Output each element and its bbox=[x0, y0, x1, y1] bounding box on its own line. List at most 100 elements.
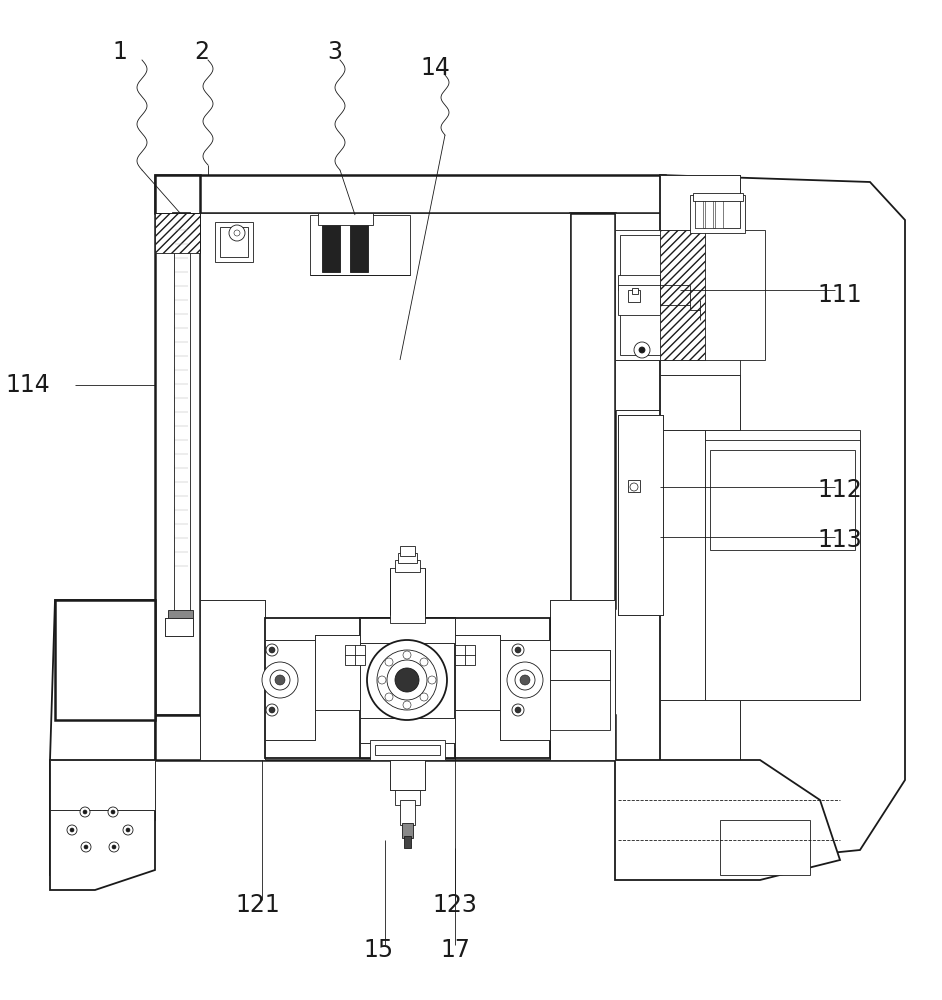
Bar bbox=[310, 215, 410, 275]
Bar bbox=[395, 560, 420, 572]
Bar bbox=[620, 235, 690, 355]
Circle shape bbox=[520, 675, 530, 685]
Bar bbox=[400, 800, 415, 825]
Bar bbox=[175, 325, 188, 332]
Bar bbox=[375, 745, 440, 755]
Bar bbox=[170, 215, 192, 227]
Circle shape bbox=[515, 670, 535, 690]
Circle shape bbox=[67, 825, 77, 835]
Bar bbox=[360, 618, 455, 643]
Bar bbox=[615, 230, 765, 360]
Bar bbox=[175, 311, 188, 318]
Bar bbox=[175, 367, 188, 374]
Circle shape bbox=[262, 662, 298, 698]
Bar bbox=[500, 640, 550, 740]
Bar bbox=[175, 353, 188, 360]
Bar bbox=[175, 451, 188, 458]
Bar bbox=[315, 635, 360, 710]
Bar bbox=[155, 715, 615, 760]
Bar bbox=[550, 600, 615, 760]
Circle shape bbox=[639, 347, 645, 353]
Polygon shape bbox=[615, 760, 840, 880]
Bar bbox=[175, 437, 188, 444]
Circle shape bbox=[378, 676, 386, 684]
Bar bbox=[400, 546, 415, 556]
Bar bbox=[215, 222, 253, 262]
Bar bbox=[550, 650, 610, 680]
Circle shape bbox=[377, 650, 437, 710]
Bar bbox=[322, 222, 340, 272]
Bar bbox=[705, 200, 713, 228]
Bar bbox=[660, 375, 740, 430]
Bar bbox=[660, 430, 705, 700]
Bar bbox=[390, 760, 425, 790]
Bar bbox=[395, 755, 420, 805]
Bar bbox=[628, 480, 640, 492]
Bar bbox=[695, 200, 740, 228]
Circle shape bbox=[403, 701, 411, 709]
Bar bbox=[660, 700, 740, 760]
Bar bbox=[618, 415, 663, 615]
Bar bbox=[175, 535, 188, 542]
Bar bbox=[155, 175, 200, 715]
Circle shape bbox=[269, 647, 275, 653]
Text: 15: 15 bbox=[363, 938, 393, 962]
Bar bbox=[175, 241, 188, 248]
Bar bbox=[200, 600, 265, 760]
Bar bbox=[55, 600, 155, 720]
Polygon shape bbox=[660, 175, 905, 860]
Bar bbox=[660, 175, 740, 230]
Text: 113: 113 bbox=[818, 528, 862, 552]
Circle shape bbox=[512, 704, 524, 716]
Bar bbox=[550, 650, 610, 680]
Text: 2: 2 bbox=[194, 40, 209, 64]
Circle shape bbox=[109, 842, 119, 852]
Text: 14: 14 bbox=[420, 56, 450, 80]
Bar bbox=[155, 715, 615, 760]
Circle shape bbox=[234, 230, 240, 236]
Bar bbox=[628, 290, 640, 302]
Bar bbox=[265, 618, 550, 758]
Circle shape bbox=[229, 225, 245, 241]
Circle shape bbox=[266, 644, 278, 656]
Bar bbox=[360, 618, 455, 643]
Circle shape bbox=[81, 842, 91, 852]
Bar bbox=[705, 440, 860, 700]
Bar bbox=[615, 213, 660, 263]
Bar bbox=[175, 549, 188, 556]
Bar bbox=[175, 297, 188, 304]
Circle shape bbox=[266, 704, 278, 716]
Circle shape bbox=[385, 693, 393, 701]
Circle shape bbox=[634, 342, 650, 358]
Bar bbox=[550, 650, 610, 730]
Bar bbox=[175, 255, 188, 262]
Bar bbox=[265, 640, 315, 740]
Bar bbox=[175, 395, 188, 402]
Circle shape bbox=[387, 660, 427, 700]
Bar bbox=[390, 568, 425, 623]
Bar bbox=[175, 521, 188, 528]
Bar bbox=[660, 175, 740, 230]
Bar bbox=[360, 718, 455, 743]
Bar bbox=[220, 227, 248, 257]
Bar bbox=[390, 760, 425, 790]
Circle shape bbox=[367, 640, 447, 720]
Bar bbox=[660, 430, 705, 700]
Bar bbox=[200, 600, 265, 760]
Bar bbox=[615, 360, 660, 410]
Bar bbox=[50, 760, 155, 810]
Circle shape bbox=[275, 675, 285, 685]
Bar bbox=[165, 618, 193, 636]
Bar bbox=[402, 823, 413, 838]
Bar bbox=[690, 195, 745, 233]
Bar bbox=[618, 285, 660, 315]
Text: 17: 17 bbox=[440, 938, 470, 962]
Bar bbox=[455, 635, 500, 710]
Bar bbox=[200, 715, 615, 720]
Bar bbox=[155, 213, 200, 228]
Bar bbox=[175, 507, 188, 514]
Bar bbox=[175, 493, 188, 500]
Circle shape bbox=[515, 647, 521, 653]
Circle shape bbox=[512, 644, 524, 656]
Bar bbox=[660, 430, 860, 700]
